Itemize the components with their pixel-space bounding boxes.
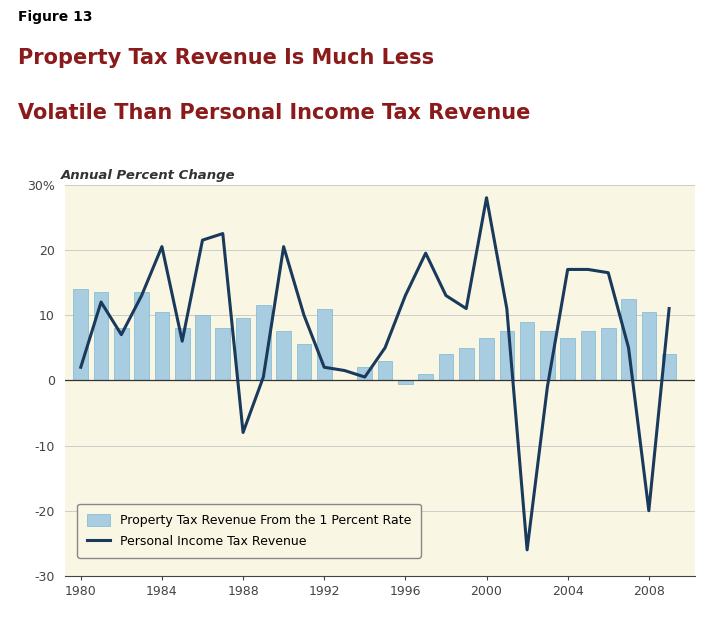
- Bar: [621, 299, 636, 381]
- Bar: [256, 305, 270, 381]
- Bar: [561, 338, 575, 381]
- Bar: [155, 312, 169, 381]
- Bar: [459, 347, 473, 381]
- Bar: [114, 328, 128, 381]
- Bar: [398, 381, 413, 384]
- Bar: [134, 292, 149, 381]
- Bar: [642, 312, 656, 381]
- Bar: [216, 328, 230, 381]
- Bar: [520, 322, 534, 381]
- Text: Volatile Than Personal Income Tax Revenue: Volatile Than Personal Income Tax Revenu…: [18, 103, 531, 123]
- Bar: [358, 367, 372, 381]
- Bar: [500, 331, 514, 381]
- Bar: [439, 354, 453, 381]
- Bar: [479, 338, 494, 381]
- Bar: [94, 292, 108, 381]
- Legend: Property Tax Revenue From the 1 Percent Rate, Personal Income Tax Revenue: Property Tax Revenue From the 1 Percent …: [77, 504, 421, 558]
- Bar: [195, 315, 210, 381]
- Text: Annual Percent Change: Annual Percent Change: [61, 168, 236, 182]
- Bar: [297, 344, 311, 381]
- Bar: [276, 331, 291, 381]
- Bar: [317, 309, 331, 381]
- Text: Figure 13: Figure 13: [18, 10, 92, 24]
- Bar: [540, 331, 555, 381]
- Bar: [378, 361, 392, 381]
- Bar: [236, 319, 250, 381]
- Bar: [601, 328, 616, 381]
- Bar: [662, 354, 676, 381]
- Bar: [175, 328, 189, 381]
- Bar: [581, 331, 595, 381]
- Text: Property Tax Revenue Is Much Less: Property Tax Revenue Is Much Less: [18, 48, 434, 68]
- Bar: [73, 289, 88, 381]
- Bar: [418, 374, 433, 381]
